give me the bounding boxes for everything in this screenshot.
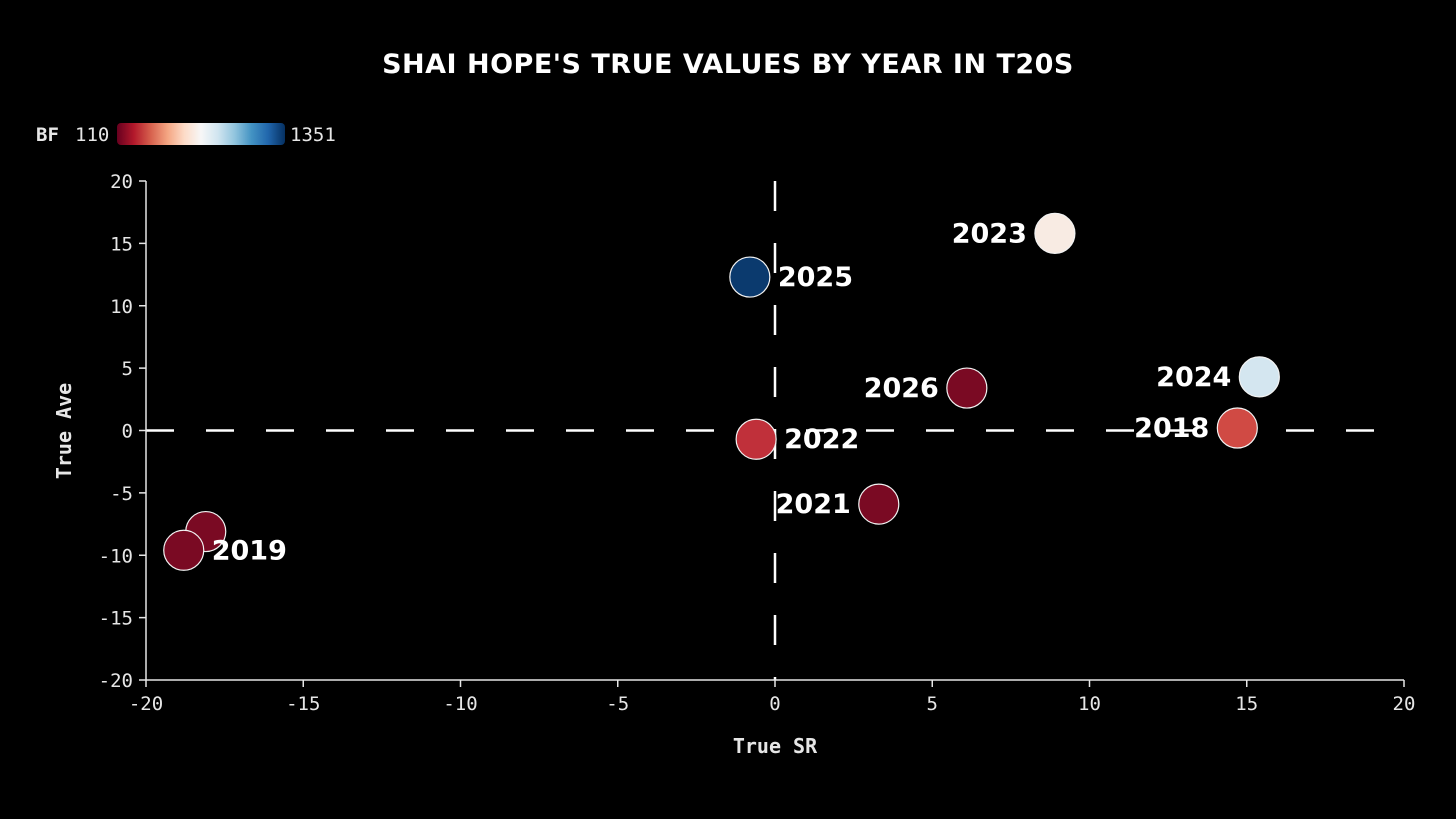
- x-tick-label: 0: [769, 693, 780, 715]
- y-tick-label: -5: [110, 483, 133, 505]
- x-tick-label: -20: [129, 693, 163, 715]
- point-2026: [946, 367, 988, 409]
- x-tick-label: 20: [1393, 693, 1416, 715]
- point-2018: [1216, 407, 1258, 449]
- point-2024: [1238, 356, 1280, 398]
- y-tick-label: 10: [110, 296, 133, 318]
- point-2019: [163, 529, 205, 571]
- point-label-2024: 2024: [1156, 362, 1231, 393]
- legend-colorbar: [117, 123, 285, 145]
- y-tick-label: 5: [122, 358, 133, 380]
- y-tick-label: 0: [122, 421, 133, 443]
- y-tick-label: 15: [110, 233, 133, 255]
- point-2021: [858, 483, 900, 525]
- point-label-2019: 2019: [212, 535, 287, 566]
- chart-title: SHAI HOPE'S TRUE VALUES BY YEAR IN T20S: [382, 49, 1074, 80]
- x-tick-label: 5: [927, 693, 938, 715]
- point-label-2023: 2023: [952, 218, 1027, 249]
- x-tick-label: 15: [1235, 693, 1258, 715]
- point-label-2021: 2021: [776, 489, 851, 520]
- legend-min-label: 110: [75, 124, 109, 146]
- y-tick-label: -20: [99, 670, 133, 692]
- point-label-2022: 2022: [784, 424, 859, 455]
- y-tick-label: 20: [110, 171, 133, 193]
- legend-title: BF: [36, 124, 59, 146]
- point-label-2026: 2026: [864, 373, 939, 404]
- legend-max-label: 1351: [290, 124, 336, 146]
- point-2025: [729, 256, 771, 298]
- x-axis-label: True SR: [733, 734, 818, 758]
- axes: -20 -15 -10 -5 0 5 10 15 20 20 15 10 5 0 -5 -10 -15 -20: [99, 171, 1416, 715]
- y-axis-label: True Ave: [52, 383, 76, 479]
- y-tick-label: -10: [99, 545, 133, 567]
- point-2022: [735, 418, 777, 460]
- color-legend: BF 110 1351: [36, 123, 336, 146]
- point-label-2025: 2025: [778, 262, 853, 293]
- data-points: 2023 2025 2026 2024 2018 2022 2021 2019: [163, 212, 1280, 571]
- x-tick-label: -5: [606, 693, 629, 715]
- x-tick-label: 10: [1078, 693, 1101, 715]
- x-tick-label: -10: [443, 693, 477, 715]
- y-tick-label: -15: [99, 608, 133, 630]
- point-label-2018: 2018: [1134, 413, 1209, 444]
- point-2023: [1034, 212, 1076, 254]
- x-tick-label: -15: [286, 693, 320, 715]
